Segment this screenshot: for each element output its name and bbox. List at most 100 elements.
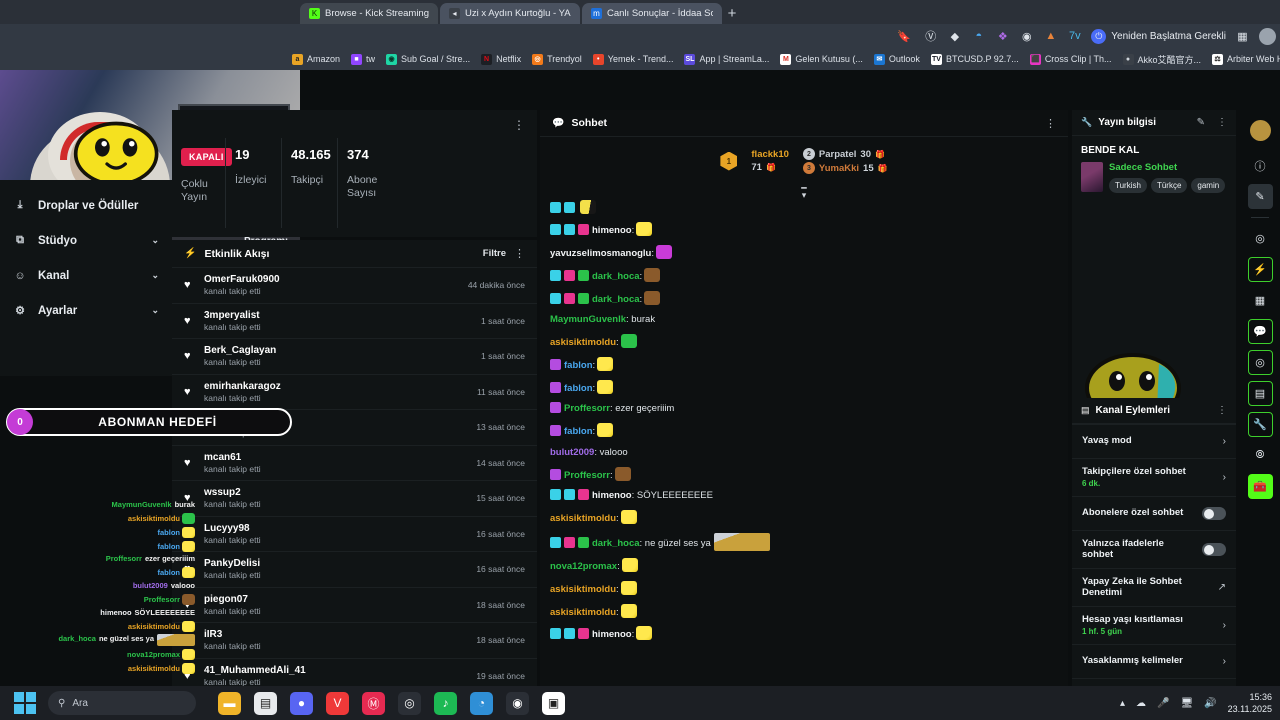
activity-bolt-icon[interactable]: ⚡ bbox=[1247, 257, 1273, 282]
chat-username[interactable]: dark_hoca bbox=[592, 293, 640, 305]
browser-tab-1[interactable]: ◂ Uzi x Aydın Kurtoğlu - YAK bbox=[440, 3, 581, 24]
volume-icon[interactable]: 🔊 bbox=[1204, 697, 1217, 709]
channel-action-1[interactable]: Takipçilere özel sohbet 6 dk. › bbox=[1072, 458, 1236, 496]
chevron-down-icon[interactable]: ⌄ bbox=[151, 270, 159, 280]
chat-message[interactable]: fablon: bbox=[550, 353, 1058, 376]
table-row[interactable]: ♥ Berk_Caglayan kanalı takip etti 1 saat ön… bbox=[172, 338, 537, 374]
table-row[interactable]: ♥ 3mperyalist kanalı takip etti 1 saat önce bbox=[172, 302, 537, 339]
chat-username[interactable]: askisiktimoldu bbox=[550, 606, 616, 618]
extensions-icon[interactable]: ▦ bbox=[1237, 30, 1248, 43]
chat-message[interactable]: dark_hoca: ne güzel ses ya bbox=[550, 529, 1058, 554]
camera-icon[interactable]: ◎ bbox=[1255, 233, 1265, 245]
chat-username[interactable]: Proffesorr bbox=[564, 403, 610, 415]
profile-avatar[interactable] bbox=[1259, 27, 1276, 45]
chat-message[interactable] bbox=[550, 196, 1058, 219]
leaderboard-entry-0[interactable]: flackk10 bbox=[751, 149, 789, 160]
fox-icon[interactable]: ▲ bbox=[1045, 30, 1057, 42]
chat-message[interactable]: himenoo: bbox=[550, 219, 1058, 242]
channel-action-6[interactable]: Yasaklanmış kelimeler › bbox=[1072, 644, 1236, 678]
chat-username[interactable]: himenoo bbox=[592, 490, 632, 502]
category-row[interactable]: Sadece Sohbet Turkish Türkçe gamin bbox=[1072, 162, 1236, 193]
edit-icon[interactable]: ✎ bbox=[1247, 184, 1273, 209]
external-link-icon[interactable]: ↗ bbox=[1217, 582, 1226, 593]
sidebar-item-ayarlar[interactable]: ⚙ Ayarlar ⌄ bbox=[0, 293, 172, 328]
feed-kebab-menu[interactable]: ⋮ bbox=[514, 248, 525, 260]
chat-username[interactable]: dark_hoca bbox=[592, 537, 640, 549]
chat-message[interactable]: fablon: bbox=[550, 420, 1058, 443]
chat-username[interactable]: askisiktimoldu bbox=[550, 583, 616, 595]
chat-message[interactable]: Proffesorr: bbox=[550, 463, 1058, 486]
toolbox-icon[interactable]: 🧰 bbox=[1247, 474, 1273, 499]
tray-expand-icon[interactable]: ▴ bbox=[1119, 697, 1125, 709]
chat-message[interactable]: Proffesorr: ezer geçeriiim bbox=[550, 399, 1058, 420]
chat-username[interactable]: askisiktimoldu bbox=[550, 337, 616, 349]
obs-icon[interactable]: ◉ bbox=[506, 691, 529, 715]
chevron-down-icon[interactable]: ⌄ bbox=[151, 305, 159, 315]
bookmark-icon[interactable]: 🔖 bbox=[897, 30, 911, 43]
stream-info-kebab-menu[interactable]: ⋮ bbox=[1217, 117, 1227, 128]
edge-icon[interactable]: ◔ bbox=[470, 691, 493, 715]
chat-username[interactable]: himenoo bbox=[592, 225, 632, 237]
channel-action-2[interactable]: Abonelere özel sohbet bbox=[1072, 496, 1236, 530]
chat-message[interactable]: dark_hoca: bbox=[550, 287, 1058, 310]
channel-action-0[interactable]: Yavaş mod › bbox=[1072, 424, 1236, 458]
restart-required-button[interactable]: ⏻ Yeniden Başlatma Gerekli bbox=[1091, 28, 1226, 44]
share-nodes-icon[interactable]: ⦾ bbox=[1255, 449, 1265, 461]
chat-username[interactable]: nova12promax bbox=[550, 560, 618, 572]
github-icon[interactable]: ◉ bbox=[1021, 30, 1032, 43]
onedrive-icon[interactable]: ☁ bbox=[1136, 697, 1146, 709]
channel-action-4[interactable]: Yapay Zeka ile Sohbet Denetimi ↗ bbox=[1072, 568, 1236, 606]
bookmark-2[interactable]: ◉ Sub Goal / Stre... bbox=[386, 53, 470, 65]
chat-message[interactable]: askisiktimoldu: bbox=[550, 600, 1058, 623]
sidebar-item-droplar-ve-d-ller[interactable]: ⤓ Droplar ve Ödüller bbox=[0, 188, 172, 223]
chat-message[interactable]: himenoo: bbox=[550, 623, 1058, 646]
chat-username[interactable]: bulut2009 bbox=[550, 446, 595, 458]
channel-actions-kebab-menu[interactable]: ⋮ bbox=[1217, 405, 1227, 416]
table-row[interactable]: ♥ wssup2 kanalı takip etti 15 saat önce bbox=[172, 480, 537, 516]
stream-tag-0[interactable]: Turkish bbox=[1109, 178, 1147, 193]
chevron-down-icon[interactable]: ⌄ bbox=[151, 235, 159, 245]
chat-username[interactable]: Proffesorr bbox=[564, 469, 610, 481]
streamlabs-icon[interactable]: ▣ bbox=[542, 691, 565, 715]
sidebar-item-kanal[interactable]: ☺ Kanal ⌄ bbox=[0, 258, 172, 293]
table-row[interactable]: ♥ emirhankaragoz kanalı takip etti 11 saat … bbox=[172, 373, 537, 410]
bookmark-6[interactable]: SL App | StreamLa... bbox=[684, 53, 769, 65]
table-row[interactable]: ♥ mcan61 kanalı takip etti 14 saat önce bbox=[172, 444, 537, 481]
bookmark-7[interactable]: M Gelen Kutusu (... bbox=[780, 53, 863, 65]
wrench-tools-icon[interactable]: 🔧 bbox=[1247, 412, 1273, 437]
chat-message[interactable]: askisiktimoldu: bbox=[550, 507, 1058, 530]
new-tab-button[interactable]: + bbox=[727, 5, 737, 22]
bookmark-5[interactable]: • Yemek - Trend... bbox=[592, 53, 673, 65]
leaderboard-entry-2[interactable]: 3 YumaKki 15 🎁 bbox=[802, 162, 888, 174]
bookmark-0[interactable]: a Amazon bbox=[292, 53, 340, 65]
stream-deck-icon[interactable]: ▤ bbox=[1247, 381, 1273, 406]
chat-message[interactable]: yavuzselimosmanoglu: bbox=[550, 242, 1058, 265]
stream-tag-1[interactable]: Türkçe bbox=[1150, 178, 1188, 193]
bookmark-8[interactable]: ✉ Outlook bbox=[873, 53, 920, 65]
microphone-tray-icon[interactable]: 🎤 bbox=[1157, 697, 1170, 709]
chat-message[interactable]: bulut2009: valooo bbox=[550, 442, 1058, 463]
chat-username[interactable]: yavuzselimosmanoglu bbox=[550, 248, 652, 260]
chevron-right-icon[interactable]: › bbox=[1222, 436, 1226, 447]
chat-username[interactable]: fablon bbox=[564, 359, 593, 371]
broadcast-icon[interactable]: ◎ bbox=[1247, 350, 1273, 375]
leaderboard-entry-1[interactable]: 2 Parpatel 30 🎁 bbox=[802, 148, 888, 160]
chat-username[interactable]: MaymunGuvenlk bbox=[550, 314, 627, 326]
channel-action-3[interactable]: Yalnızca ifadelerle sohbet bbox=[1072, 530, 1236, 568]
spotify-icon[interactable]: ♪ bbox=[434, 691, 457, 715]
bookmark-1[interactable]: ■ tw bbox=[351, 53, 375, 65]
explorer-icon[interactable]: ▬ bbox=[218, 691, 241, 715]
chat-message[interactable]: fablon: bbox=[550, 376, 1058, 399]
browser-tab-0[interactable]: K Browse - Kick Streaming bbox=[300, 3, 439, 24]
feather-icon[interactable]: ❖ bbox=[997, 30, 1008, 43]
chat-username[interactable]: himenoo bbox=[592, 629, 632, 641]
chat-kebab-menu[interactable]: ⋮ bbox=[1045, 117, 1056, 130]
leaderboard-collapse-row[interactable]: ━ ▾ bbox=[540, 183, 1068, 199]
chat-message[interactable]: nova12promax: bbox=[550, 554, 1058, 577]
table-row[interactable]: ♥ OmerFaruk0900 kanalı takip etti 44 dakika… bbox=[172, 267, 537, 303]
chat-message[interactable]: MaymunGuvenlk: burak bbox=[550, 310, 1058, 331]
chat-username[interactable]: fablon bbox=[564, 426, 593, 438]
